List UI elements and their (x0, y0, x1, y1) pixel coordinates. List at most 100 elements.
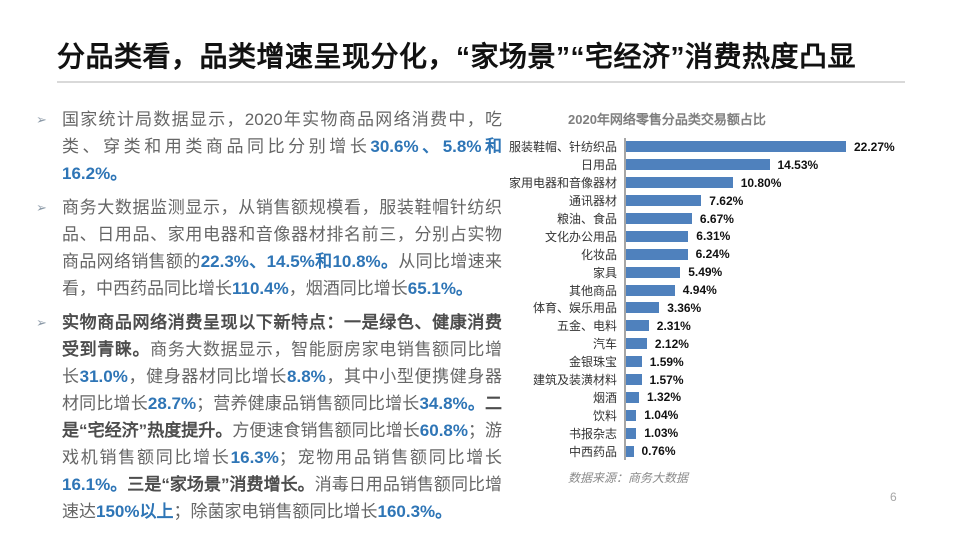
text-segment: 三是“家场景”消费增长。 (127, 475, 315, 494)
bar (626, 302, 660, 314)
bar (626, 284, 675, 296)
bar-area (624, 155, 770, 174)
bullet-item: ➢ 商务大数据监测显示，从销售额规模看，服装鞋帽针纺织品、日用品、家用电器和音像器… (36, 194, 502, 302)
text-segment: 方便速食销售额同比增长 (232, 421, 420, 440)
category-label: 饮料 (592, 408, 617, 423)
chart-row: 建筑及装潢材料 1.57% (505, 370, 955, 389)
stat-highlight: 16.1%。 (62, 475, 128, 494)
text-segment: ，烟酒同比增长 (288, 279, 408, 298)
bullet-text: 国家统计局数据显示，2020年实物商品网络消费中，吃类、穿类和用类商品同比分别增… (62, 106, 502, 187)
category-label: 服装鞋帽、针纺织品 (508, 140, 617, 155)
bar-area (624, 316, 649, 335)
text-segment: ；除菌家电销售额同比增长 (173, 502, 378, 521)
chart-row: 五金、电料 2.31% (505, 316, 955, 335)
bar-area (624, 281, 675, 300)
value-label: 6.24% (695, 247, 730, 262)
bar-area (624, 263, 681, 282)
stat-highlight: 31.0% (79, 367, 128, 386)
value-label: 6.31% (696, 229, 731, 244)
chart-row: 服装鞋帽、针纺织品 22.27% (505, 138, 955, 156)
chart-panel: 2020年网络零售分品类交易额占比 服装鞋帽、针纺织品 22.27% 日用品 14.5… (505, 112, 955, 486)
bar (626, 409, 637, 421)
category-label: 文化办公用品 (544, 229, 617, 244)
text-segment: 商务大数据显示，智能厨房家电销售额同比增长 (62, 340, 502, 386)
slide-title: 分品类看，品类增速呈现分化，“家场景”“宅经济”消费热度凸显 (57, 41, 857, 72)
stat-highlight: 34.8%。 (419, 394, 486, 413)
category-label: 化妆品 (580, 247, 617, 262)
stat-highlight: 150%以上 (96, 502, 174, 521)
chart-row: 其他商品 4.94% (505, 281, 955, 300)
value-label: 1.03% (644, 426, 679, 441)
chart-row: 日用品 14.53% (505, 155, 955, 174)
text-segment: ；营养健康品销售额同比增长 (196, 394, 420, 413)
text-segment: ；游戏机销售额同比增长 (62, 421, 503, 467)
category-label: 中西药品 (568, 444, 617, 459)
bar-area (624, 138, 846, 156)
bar (626, 391, 639, 403)
bar-area (624, 191, 702, 210)
value-label: 1.57% (649, 372, 684, 387)
bar (626, 195, 702, 207)
bar (626, 177, 733, 189)
category-label: 金银珠宝 (568, 355, 617, 370)
bar-area (624, 227, 689, 246)
bar-area (624, 245, 688, 264)
bar-area (624, 388, 639, 407)
title-divider (57, 81, 905, 83)
value-label: 1.59% (649, 354, 684, 369)
bar-area (624, 173, 733, 192)
chart-row: 金银珠宝 1.59% (505, 352, 955, 371)
chart-row: 家具 5.49% (505, 263, 955, 282)
chart-row: 化妆品 6.24% (505, 245, 955, 264)
chart-row: 粮油、食品 6.67% (505, 209, 955, 228)
bar (626, 248, 688, 260)
text-segment: ；宠物用品销售额同比增长 (278, 448, 503, 467)
category-label: 日用品 (580, 158, 617, 173)
bullet-arrow-icon: ➢ (36, 112, 47, 127)
page-number: 6 (890, 490, 897, 504)
chart-row: 书报杂志 1.03% (505, 424, 955, 443)
bar-area (624, 442, 634, 461)
category-label: 书报杂志 (568, 426, 617, 441)
bar-area (624, 406, 637, 425)
stat-highlight: 8.8% (287, 367, 326, 386)
chart-row: 中西药品 0.76% (505, 442, 955, 461)
bar (626, 374, 642, 386)
bar-area (624, 299, 660, 317)
bar (626, 445, 634, 457)
category-label: 粮油、食品 (556, 212, 617, 226)
text-segment: ，健身器材同比增长 (127, 367, 288, 386)
value-label: 7.62% (709, 193, 744, 208)
value-label: 2.12% (654, 336, 689, 351)
text-segment: ，其中小型便携健身器材同比增长 (62, 367, 503, 413)
bullet-list: ➢ 国家统计局数据显示，2020年实物商品网络消费中，吃类、穿类和用类商品同比分别… (36, 106, 502, 532)
bullet-item: ➢ 国家统计局数据显示，2020年实物商品网络消费中，吃类、穿类和用类商品同比分别… (36, 106, 502, 187)
text-segment: 二是“宅经济”热度提升。 (62, 394, 503, 440)
stat-highlight: 28.7% (147, 394, 197, 413)
value-label: 3.36% (667, 300, 702, 315)
bar (626, 159, 770, 171)
category-label: 五金、电料 (556, 319, 617, 334)
data-source-note: 数据来源：商务大数据 (568, 471, 689, 486)
bar-chart: 服装鞋帽、针纺织品 22.27% 日用品 14.53% 家用电器和音像器材 10.80% 通… (505, 138, 955, 461)
stat-highlight: 16.3% (230, 448, 279, 467)
chart-title: 2020年网络零售分品类交易额占比 (568, 112, 766, 127)
value-label: 0.76% (641, 444, 676, 459)
value-label: 5.49% (688, 265, 723, 280)
text-segment: 国家统计局数据显示，2020年实物商品网络消费中，吃类、穿类和用类商品同比分别增… (62, 110, 502, 156)
bar-area (624, 209, 692, 228)
category-label: 通讯器材 (568, 194, 617, 209)
value-label: 14.53% (777, 157, 819, 172)
bar (626, 266, 681, 278)
chart-row: 烟酒 1.32% (505, 388, 955, 407)
bar (626, 213, 692, 224)
stat-highlight: 110.4% (232, 279, 289, 298)
value-label: 2.31% (656, 318, 691, 333)
bar (626, 356, 642, 368)
bar-area (624, 352, 642, 371)
chart-row: 汽车 2.12% (505, 334, 955, 353)
chart-row: 家用电器和音像器材 10.80% (505, 173, 955, 192)
bar (626, 338, 647, 350)
value-label: 6.67% (699, 211, 734, 226)
value-label: 4.94% (682, 283, 717, 298)
